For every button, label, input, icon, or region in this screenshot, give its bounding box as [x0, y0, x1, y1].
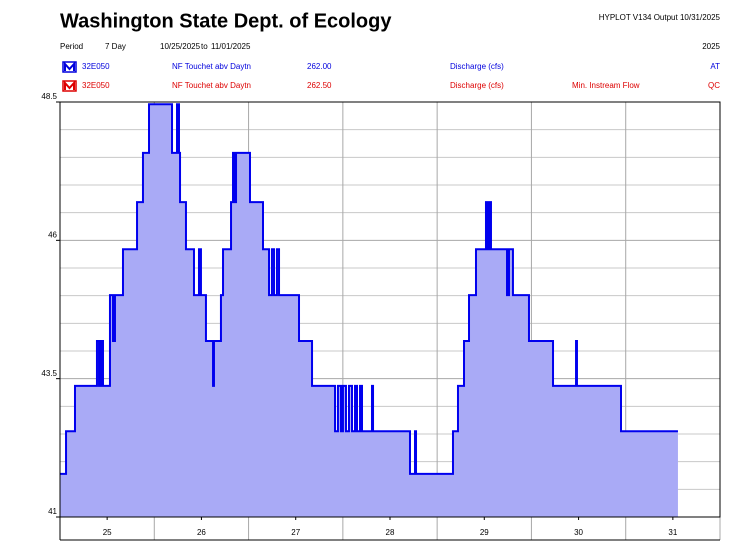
x-tick-label: 27 [291, 528, 300, 537]
area [60, 104, 678, 518]
legend-station: 32E050 [82, 81, 110, 90]
legend-icon-mark [64, 80, 75, 90]
y-tick-label: 46 [48, 230, 57, 239]
legend-site: NF Touchet abv Daytn [172, 81, 251, 90]
legend-gage: 262.50 [307, 81, 332, 90]
y-tick-label: 41 [48, 507, 57, 516]
period-label: Period [60, 42, 83, 51]
legend-code: QC [708, 81, 720, 90]
legend-extra: Min. Instream Flow [572, 81, 640, 90]
date-sep: to [201, 42, 208, 51]
x-tick-label: 25 [103, 528, 112, 537]
legend-station: 32E050 [82, 62, 110, 71]
legend-site: NF Touchet abv Daytn [172, 62, 251, 71]
x-tick-label: 29 [480, 528, 489, 537]
x-tick-label: 30 [574, 528, 583, 537]
legend-icon [62, 61, 77, 73]
x-tick-label: 31 [668, 528, 677, 537]
chart-title: Washington State Dept. of Ecology [60, 10, 392, 32]
legend-parameter: Discharge (cfs) [450, 81, 504, 90]
x-tick-label: 26 [197, 528, 206, 537]
x-tick-label: 28 [386, 528, 395, 537]
date-start: 10/25/2025 [160, 42, 201, 51]
legend-icon-mark [64, 61, 75, 71]
line [60, 103, 678, 475]
program-info: HYPLOT V134 Output 10/31/2025 [599, 13, 721, 22]
y-tick-label: 43.5 [41, 369, 57, 378]
y-tick-label: 48.5 [41, 92, 57, 101]
legend-gage: 262.00 [307, 62, 332, 71]
year: 2025 [702, 42, 720, 51]
date-end: 11/01/2025 [211, 42, 251, 51]
legend-parameter: Discharge (cfs) [450, 62, 504, 71]
legend-code: AT [710, 62, 720, 71]
legend-icon [62, 80, 77, 92]
period-value: 7 Day [105, 42, 126, 51]
